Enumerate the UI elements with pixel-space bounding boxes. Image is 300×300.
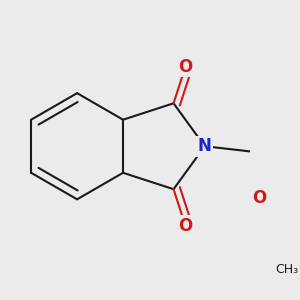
Text: O: O [178,58,193,76]
Text: N: N [198,137,212,155]
Text: O: O [178,217,193,235]
Text: CH₃: CH₃ [276,263,299,276]
Text: O: O [252,189,266,207]
